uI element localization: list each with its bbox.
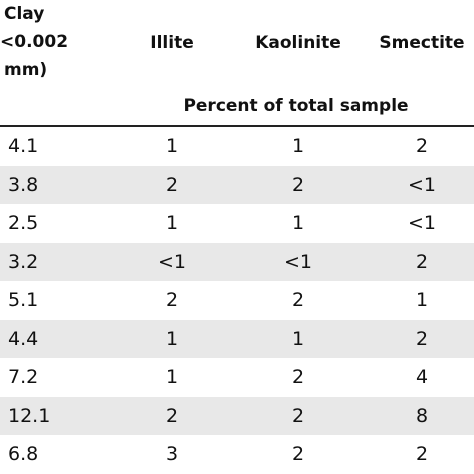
percent-cell: 2 — [415, 135, 429, 157]
table-row: 5.1 2 2 1 — [0, 281, 474, 320]
percent-cell: 2 — [415, 327, 429, 350]
percent-cell: 1 — [165, 135, 179, 157]
clay-header: Clay — [4, 4, 45, 24]
clay-cell: 3.2 — [8, 250, 39, 273]
percent-cell: 2 — [415, 250, 429, 273]
percent-cell: 2 — [291, 404, 305, 427]
clay-cell: 3.8 — [8, 173, 39, 196]
column-header: Kaolinite — [255, 33, 341, 53]
clay-cell: 4.1 — [8, 135, 39, 157]
percent-cell: 2 — [165, 404, 179, 427]
percent-cell: 1 — [291, 135, 305, 157]
clay-cell: 7.2 — [8, 366, 39, 388]
percent-cell: 1 — [165, 327, 179, 350]
percent-cell: 2 — [291, 173, 305, 196]
percent-cell: 2 — [291, 289, 305, 311]
percent-cell: 2 — [415, 443, 429, 465]
table-row: 4.1 1 1 2 — [0, 127, 474, 166]
percent-cell: 2 — [165, 173, 179, 196]
percent-cell: <1 — [157, 250, 187, 273]
percent-cell: 1 — [291, 212, 305, 234]
percent-cell: 2 — [291, 366, 305, 388]
clay-cell: 12.1 — [8, 404, 51, 427]
percent-cell: 4 — [415, 366, 429, 388]
percent-cell: <1 — [283, 250, 313, 273]
percent-cell: <1 — [407, 212, 437, 234]
clay-cell: 6.8 — [8, 443, 39, 465]
table-row: 12.1 2 2 8 — [0, 396, 474, 435]
clay-cell: 5.1 — [8, 289, 39, 311]
table-row: 2.5 1 1 <1 — [0, 204, 474, 243]
clay-header: <0.002 — [0, 32, 69, 52]
clay-cell: 4.4 — [8, 327, 39, 350]
percent-cell: 2 — [165, 289, 179, 311]
percent-cell: 1 — [165, 212, 179, 234]
table-row: 7.2 1 2 4 — [0, 358, 474, 397]
percent-cell: <1 — [407, 173, 437, 196]
clay-header: mm) — [4, 60, 48, 80]
header-rule — [0, 125, 474, 127]
percent-cell: 1 — [165, 366, 179, 388]
percent-cell: 8 — [415, 404, 429, 427]
column-header: Illite — [150, 33, 194, 53]
table-row: 6.8 3 2 2 — [0, 435, 474, 474]
table-row: 3.2 <1 <1 2 — [0, 242, 474, 281]
subheader: Percent of total sample — [183, 96, 409, 116]
table-row: 3.8 2 2 <1 — [0, 165, 474, 204]
percent-cell: 3 — [165, 443, 179, 465]
clay-cell: 2.5 — [8, 212, 39, 234]
table-row: 4.4 1 1 2 — [0, 319, 474, 358]
percent-cell: 2 — [291, 443, 305, 465]
column-header: Smectite — [379, 33, 465, 53]
percent-cell: 1 — [291, 327, 305, 350]
percent-cell: 1 — [415, 289, 429, 311]
